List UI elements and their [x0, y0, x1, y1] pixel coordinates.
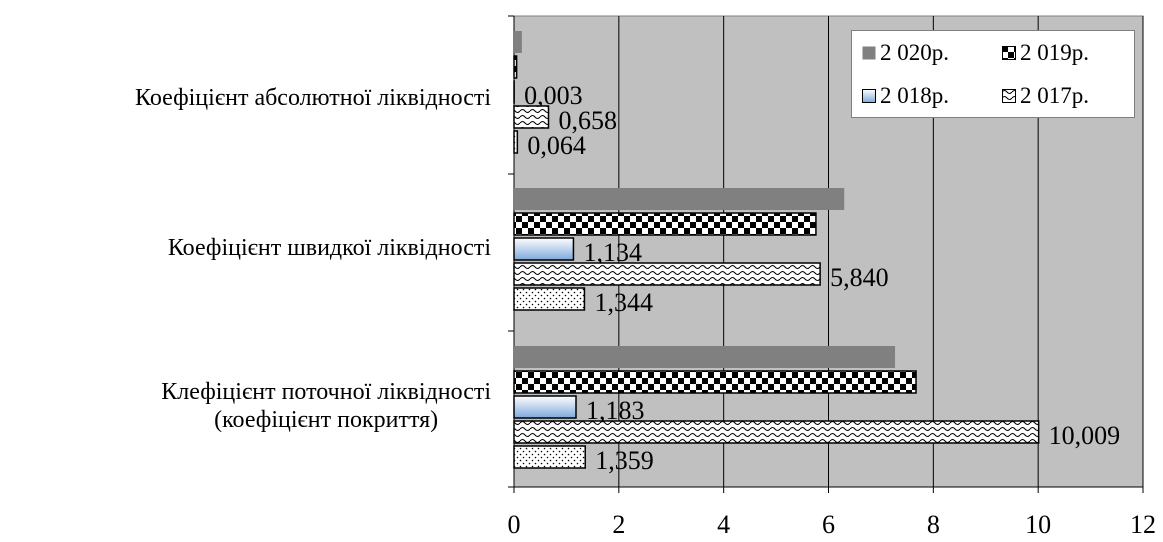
legend-swatch-2018: [862, 89, 876, 103]
bar: [513, 237, 575, 261]
x-tick-label: 6: [822, 510, 835, 539]
legend-swatch-2019: [1002, 46, 1016, 60]
category-label: Клефіцієнт поточної ліквідності (коефіціє…: [161, 378, 491, 434]
chart-legend: 2 020р. 2 019р. 2 018р. 2 017р.: [851, 30, 1135, 118]
bar: [513, 395, 577, 419]
bar: [513, 420, 1040, 444]
data-label: 1,344: [594, 288, 653, 317]
bar: [514, 31, 522, 53]
x-tick-label: 4: [717, 510, 730, 539]
data-label: 10,009: [1049, 421, 1121, 450]
bar: [513, 105, 550, 129]
legend-item-2020: 2 020р.: [862, 40, 949, 66]
x-tick-label: 8: [927, 510, 940, 539]
legend-label-2017: 2 017р.: [1020, 83, 1089, 108]
category-label-line: Коефіцієнт швидкої ліквідності: [167, 235, 491, 261]
legend-swatch-2017: [1002, 89, 1016, 103]
x-tick-label: 2: [612, 510, 625, 539]
category-label: Коефіцієнт швидкої ліквідності: [168, 234, 491, 262]
category-label: Коефіцієнт абсолютної ліквідності: [135, 84, 491, 112]
legend-label-2020: 2 020р.: [880, 40, 949, 65]
data-label: 1,183: [586, 396, 645, 425]
x-tick-label: 12: [1130, 510, 1156, 539]
legend-item-2018: 2 018р.: [862, 83, 949, 109]
data-label: 0,658: [558, 106, 617, 135]
legend-label-2019: 2 019р.: [1020, 40, 1089, 65]
x-tick-label: 0: [508, 510, 521, 539]
bar: [514, 346, 896, 368]
bar: [513, 287, 586, 311]
data-label: 5,840: [830, 263, 889, 292]
legend-item-2017: 2 017р.: [1002, 83, 1089, 109]
bar: [513, 445, 586, 469]
category-label-line: (коефіцієнт покриття): [214, 407, 439, 433]
bar: [513, 262, 821, 286]
data-label: 0,064: [527, 131, 586, 160]
data-label: 0,003: [524, 81, 583, 110]
bar: [513, 370, 917, 394]
bar: [514, 188, 845, 210]
legend-item-2019: 2 019р.: [1002, 40, 1089, 66]
data-label: 1,359: [595, 446, 654, 475]
legend-swatch-2020: [862, 46, 876, 60]
data-label: 1,134: [583, 238, 642, 267]
category-label-line: Клефіцієнт поточної ліквідності: [161, 379, 491, 405]
category-label-line: Коефіцієнт абсолютної ліквідності: [135, 85, 491, 111]
x-tick-label: 10: [1025, 510, 1051, 539]
bar: [513, 55, 518, 79]
bar: [513, 130, 519, 154]
bar: [513, 212, 817, 236]
legend-label-2018: 2 018р.: [880, 83, 949, 108]
